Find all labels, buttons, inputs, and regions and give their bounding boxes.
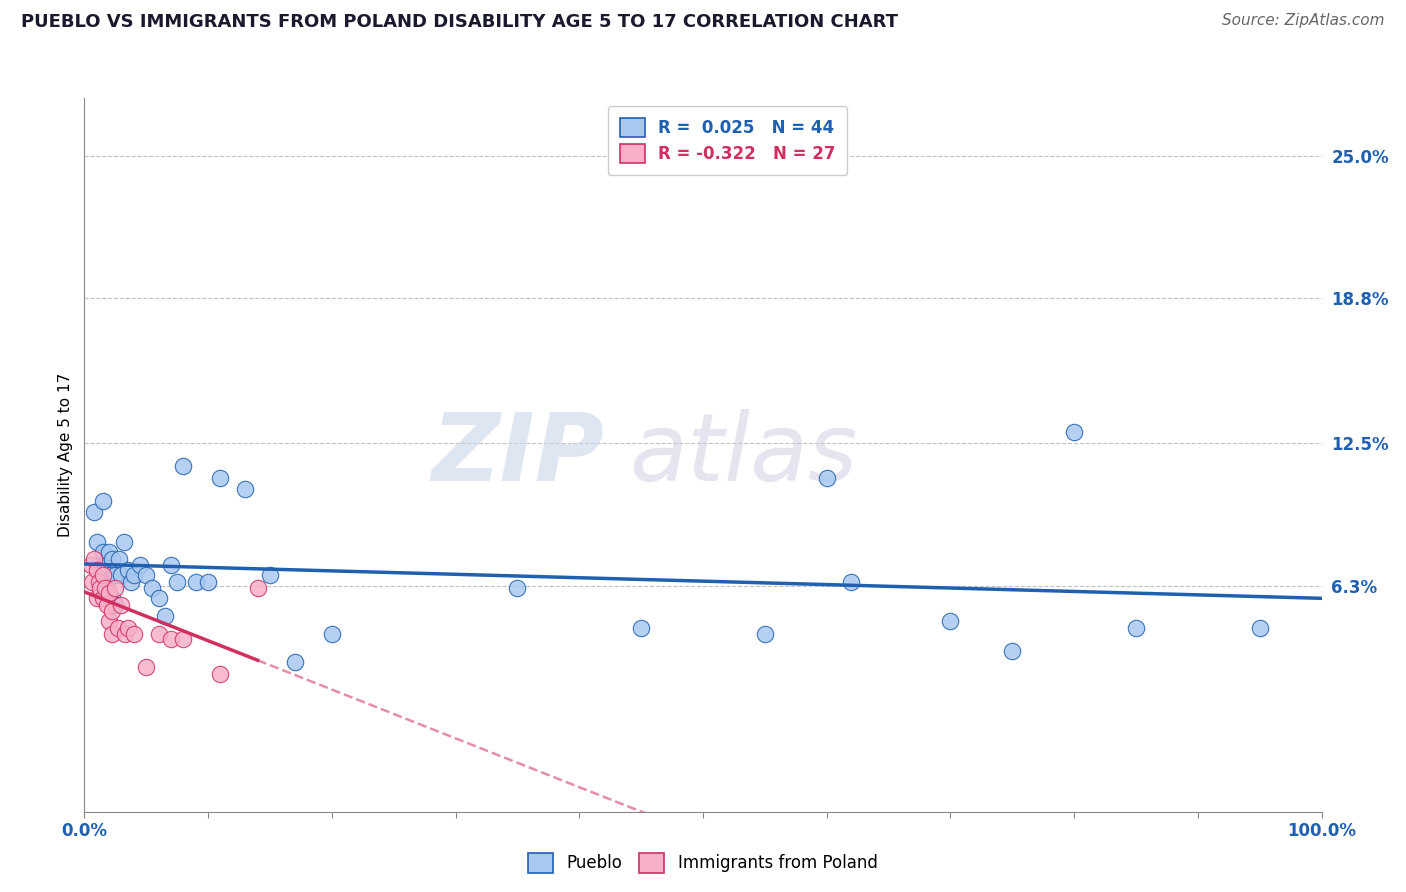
Point bbox=[122, 627, 145, 641]
Point bbox=[122, 567, 145, 582]
Point bbox=[209, 471, 232, 485]
Point bbox=[284, 655, 307, 669]
Point bbox=[98, 586, 121, 600]
Point bbox=[153, 609, 176, 624]
Point bbox=[246, 582, 269, 596]
Point bbox=[184, 574, 207, 589]
Point bbox=[1001, 643, 1024, 657]
Point bbox=[104, 582, 127, 596]
Point bbox=[100, 551, 122, 566]
Text: Source: ZipAtlas.com: Source: ZipAtlas.com bbox=[1222, 13, 1385, 29]
Point bbox=[91, 567, 114, 582]
Point bbox=[96, 574, 118, 589]
Point bbox=[91, 544, 114, 558]
Point bbox=[96, 558, 118, 573]
Point bbox=[259, 567, 281, 582]
Point bbox=[939, 614, 962, 628]
Point bbox=[172, 459, 194, 474]
Point bbox=[110, 567, 132, 582]
Point bbox=[135, 659, 157, 673]
Point bbox=[100, 604, 122, 618]
Point bbox=[98, 614, 121, 628]
Point bbox=[91, 591, 114, 605]
Point bbox=[233, 483, 256, 497]
Text: atlas: atlas bbox=[628, 409, 858, 500]
Point bbox=[112, 535, 135, 549]
Point bbox=[83, 551, 105, 566]
Point bbox=[1249, 621, 1271, 635]
Point bbox=[506, 582, 529, 596]
Point bbox=[209, 666, 232, 681]
Text: PUEBLO VS IMMIGRANTS FROM POLAND DISABILITY AGE 5 TO 17 CORRELATION CHART: PUEBLO VS IMMIGRANTS FROM POLAND DISABIL… bbox=[21, 13, 898, 31]
Point bbox=[754, 627, 776, 641]
Point bbox=[100, 627, 122, 641]
Point bbox=[79, 558, 101, 573]
Point bbox=[83, 506, 105, 520]
Point bbox=[91, 494, 114, 508]
Point bbox=[117, 621, 139, 635]
Point bbox=[89, 558, 111, 573]
Point bbox=[148, 591, 170, 605]
Point bbox=[104, 567, 127, 582]
Point bbox=[114, 627, 136, 641]
Legend: Pueblo, Immigrants from Poland: Pueblo, Immigrants from Poland bbox=[522, 847, 884, 880]
Point bbox=[98, 544, 121, 558]
Point bbox=[107, 621, 129, 635]
Point bbox=[120, 574, 142, 589]
Text: ZIP: ZIP bbox=[432, 409, 605, 501]
Point bbox=[86, 535, 108, 549]
Point bbox=[160, 558, 183, 573]
Point bbox=[321, 627, 343, 641]
Point bbox=[96, 598, 118, 612]
Point bbox=[86, 563, 108, 577]
Point bbox=[94, 582, 117, 596]
Point bbox=[100, 591, 122, 605]
Point bbox=[160, 632, 183, 646]
Point bbox=[86, 591, 108, 605]
Point bbox=[104, 598, 127, 612]
Point bbox=[630, 621, 652, 635]
Point bbox=[89, 574, 111, 589]
Point bbox=[815, 471, 838, 485]
Point bbox=[148, 627, 170, 641]
Point bbox=[172, 632, 194, 646]
Point bbox=[80, 574, 103, 589]
Point bbox=[129, 558, 152, 573]
Point bbox=[108, 551, 131, 566]
Point bbox=[166, 574, 188, 589]
Point bbox=[1125, 621, 1147, 635]
Point bbox=[141, 582, 163, 596]
Point bbox=[110, 598, 132, 612]
Point bbox=[98, 567, 121, 582]
Point bbox=[1063, 425, 1085, 439]
Y-axis label: Disability Age 5 to 17: Disability Age 5 to 17 bbox=[58, 373, 73, 537]
Point bbox=[89, 582, 111, 596]
Point bbox=[841, 574, 863, 589]
Point bbox=[135, 567, 157, 582]
Point bbox=[117, 563, 139, 577]
Legend: R =  0.025   N = 44, R = -0.322   N = 27: R = 0.025 N = 44, R = -0.322 N = 27 bbox=[609, 106, 848, 175]
Point bbox=[197, 574, 219, 589]
